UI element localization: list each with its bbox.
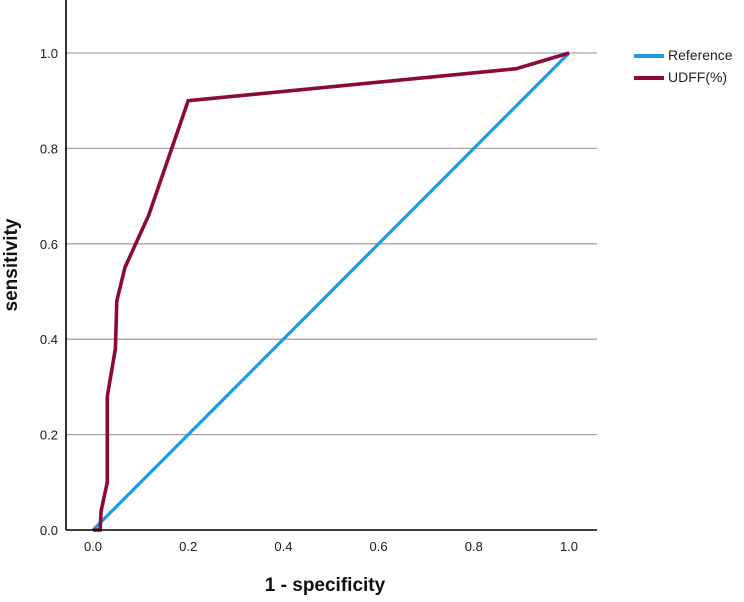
series-layer: [91, 51, 571, 532]
y-tick-label: 0.8: [40, 141, 58, 156]
legend-swatch-udff-icon: [634, 76, 664, 80]
x-tick-label: 0.4: [274, 539, 292, 554]
legend-label-udff: UDFF(%): [668, 69, 728, 85]
x-tick-labels: 0.0 0.2 0.4 0.6 0.8 1.0: [84, 539, 578, 554]
horizontal-gridlines: [66, 52, 597, 436]
series-line-reference: [91, 51, 571, 532]
x-tick-label: 0.8: [465, 539, 483, 554]
y-tick-labels: 0.0 0.2 0.4 0.6 0.8 1.0: [40, 46, 58, 538]
y-tick-label: 0.2: [40, 428, 58, 443]
legend-label-reference: Reference: [668, 47, 733, 63]
y-tick-label: 0.6: [40, 237, 58, 252]
x-tick-label: 0.2: [179, 539, 197, 554]
x-axis-title: 1 - specificity: [265, 575, 386, 596]
x-tick-label: 1.0: [560, 539, 578, 554]
x-tick-label: 0.6: [370, 539, 388, 554]
series-line-udff: [93, 51, 570, 532]
y-tick-label: 0.4: [40, 332, 58, 347]
legend-swatch-reference-icon: [634, 54, 664, 58]
y-tick-label: 1.0: [40, 46, 58, 61]
x-tick-label: 0.0: [84, 539, 102, 554]
y-axis-title: sensitivity: [1, 218, 22, 311]
y-tick-label: 0.0: [40, 523, 58, 538]
